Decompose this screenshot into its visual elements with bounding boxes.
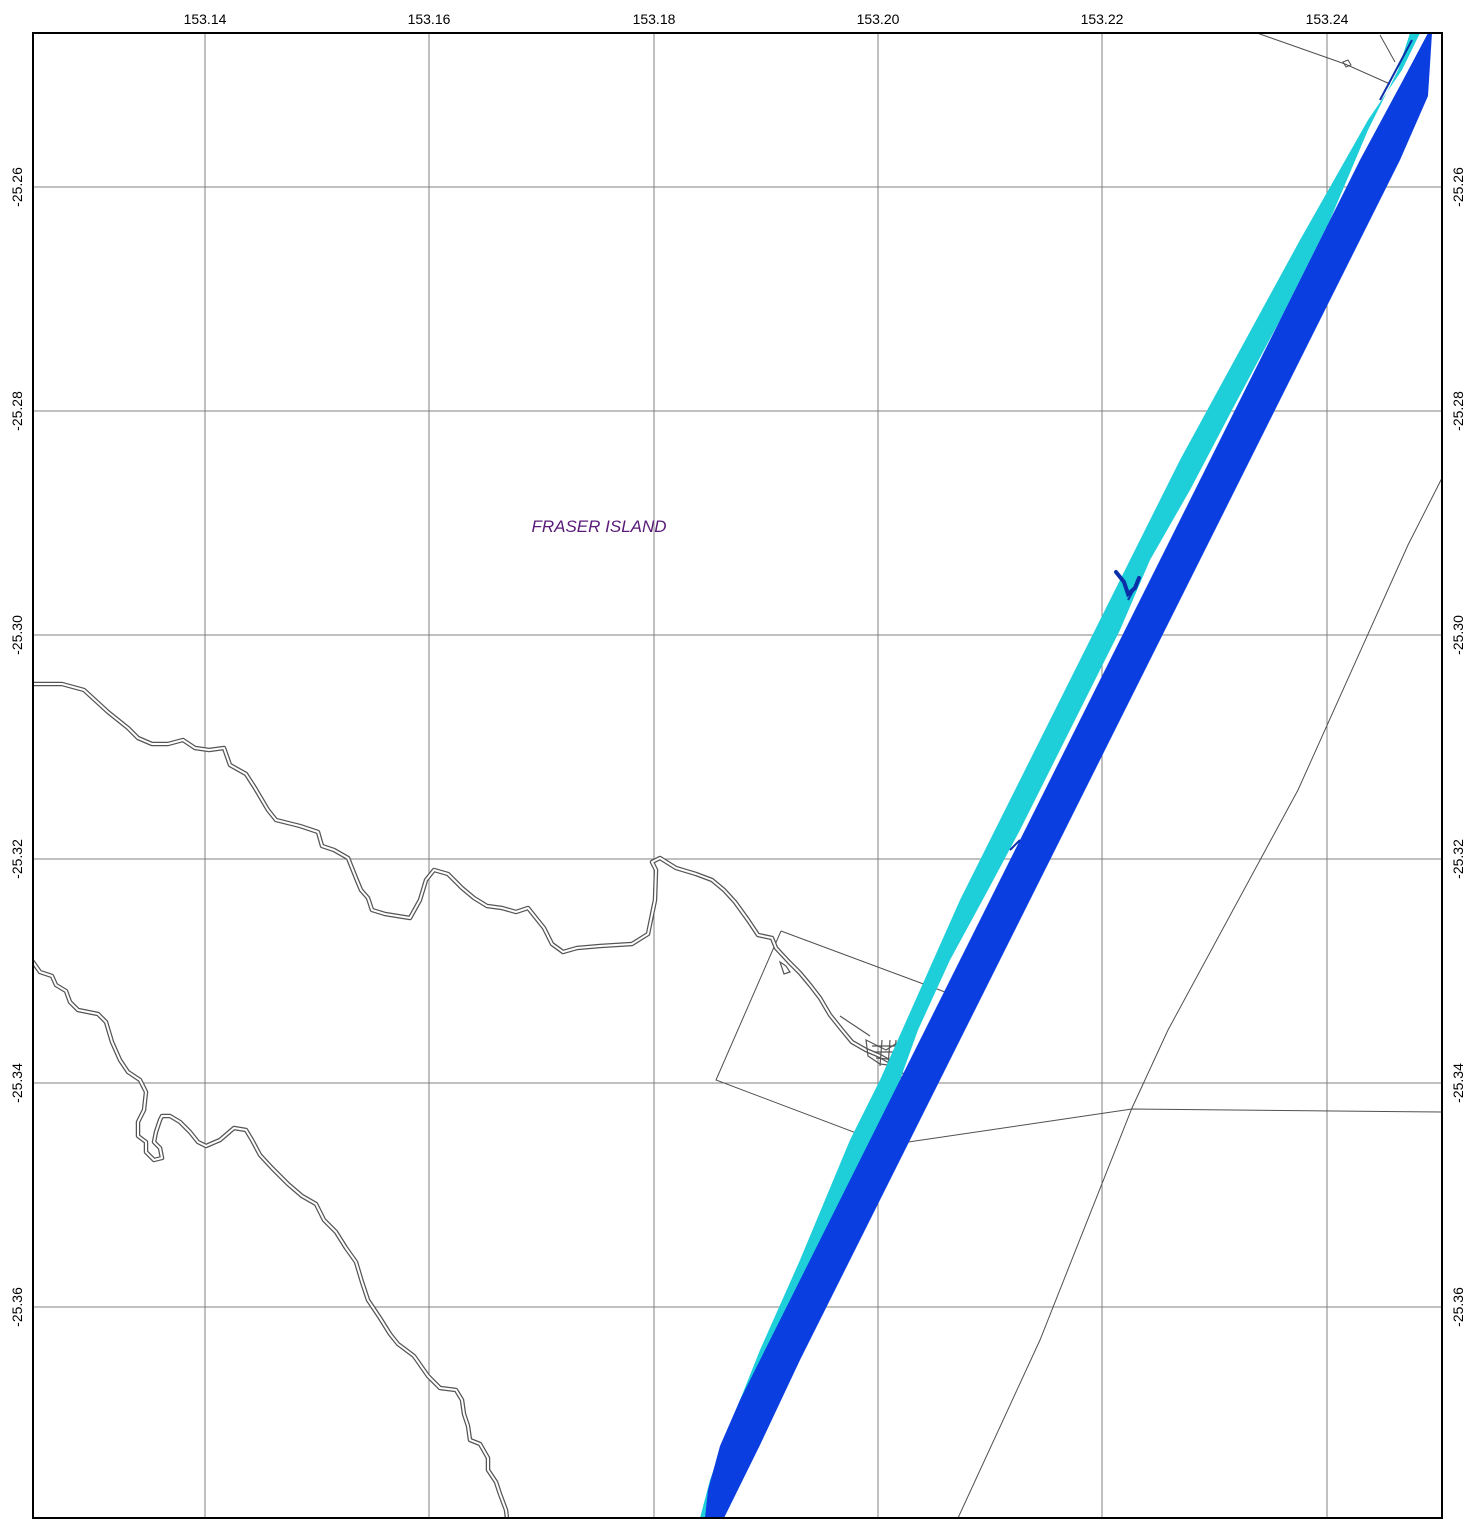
- lat-label-right-25-36: -25.36: [1450, 1287, 1466, 1327]
- dark-shore-edge: [1009, 39, 1413, 851]
- small-parcel-marker: [1342, 59, 1352, 68]
- boundary-lines: [715, 33, 1442, 1518]
- longitude-labels: 153.14 153.16 153.18 153.20 153.22 153.2…: [184, 11, 1349, 27]
- boundary-line-top: [1256, 33, 1396, 85]
- lat-label-left-25-32: -25.32: [9, 839, 25, 879]
- boundary-line-horizontal: [887, 1108, 1442, 1146]
- lat-label-right-25-32: -25.32: [1450, 839, 1466, 879]
- map-frame: [32, 32, 1443, 1519]
- lon-label-153-16: 153.16: [408, 11, 451, 27]
- lat-label-left-25-36: -25.36: [9, 1287, 25, 1327]
- latitude-labels-right: -25.26 -25.28 -25.30 -25.32 -25.34 -25.3…: [1450, 167, 1466, 1327]
- lat-label-left-25-26: -25.26: [9, 167, 25, 207]
- settlement-streets: [778, 960, 907, 1067]
- lon-label-153-24: 153.24: [1306, 11, 1349, 27]
- lat-label-left-25-28: -25.28: [9, 391, 25, 431]
- lat-label-right-25-34: -25.34: [1450, 1063, 1466, 1103]
- boundary-line-east-upper: [957, 477, 1442, 1518]
- lat-label-right-25-28: -25.28: [1450, 391, 1466, 431]
- coastal-water-band: [700, 33, 1432, 1518]
- lat-label-right-25-30: -25.30: [1450, 615, 1466, 655]
- lat-label-right-25-26: -25.26: [1450, 167, 1466, 207]
- lon-label-153-20: 153.20: [857, 11, 900, 27]
- place-label-fraser-island: FRASER ISLAND: [531, 517, 666, 536]
- lon-label-153-14: 153.14: [184, 11, 227, 27]
- latitude-labels-left: -25.26 -25.28 -25.30 -25.32 -25.34 -25.3…: [9, 167, 25, 1327]
- lat-label-left-25-34: -25.34: [9, 1063, 25, 1103]
- road-track-south: [33, 959, 510, 1518]
- lat-label-left-25-30: -25.30: [9, 615, 25, 655]
- parcel-boundary: [715, 930, 946, 1146]
- lon-label-153-18: 153.18: [633, 11, 676, 27]
- lon-label-153-22: 153.22: [1081, 11, 1124, 27]
- deep-water: [705, 33, 1432, 1518]
